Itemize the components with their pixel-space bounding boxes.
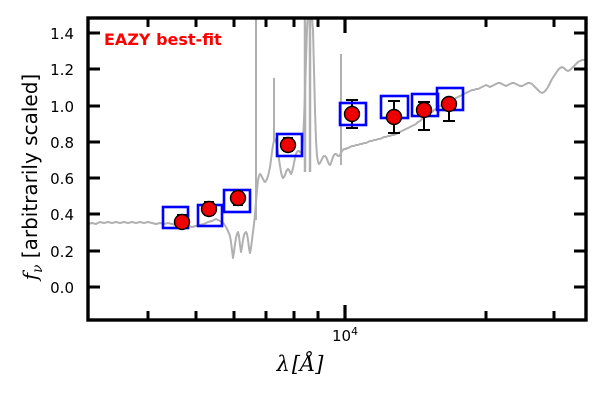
x-ticks-minor: [146, 311, 556, 320]
spectrum-line: [88, 18, 586, 259]
data-point: [229, 189, 247, 207]
data-point: [173, 213, 191, 231]
model-box: [338, 101, 368, 127]
y-axis-label-nu: ν: [30, 264, 46, 273]
y-axis-label-rest: [arbitrarily scaled]: [18, 73, 42, 265]
axis-frame: [86, 16, 588, 322]
x-ticks-minor-top: [146, 18, 556, 33]
model-box: [275, 132, 304, 158]
y-tick-label: 1.2: [50, 61, 74, 79]
annotation-eazy-best-fit: EAZY best-fit: [104, 30, 222, 49]
y-tick-label: 0.2: [50, 243, 74, 261]
y-axis-label-f: f: [18, 272, 42, 281]
data-point: [440, 95, 458, 113]
data-point: [343, 105, 361, 123]
x-axis-label: λ [Å]: [0, 352, 600, 376]
y-ticks-right: [574, 31, 586, 289]
data-point: [415, 101, 433, 119]
y-tick-label: 0.8: [50, 134, 74, 152]
data-point: [279, 136, 297, 154]
plot-background: [88, 18, 586, 320]
y-tick-label: 1.0: [50, 98, 74, 116]
x-axis-label-lambda: λ: [276, 352, 290, 376]
x-axis-label-unit: [Å]: [291, 352, 324, 376]
x-tick-label-1e4: 104: [332, 325, 358, 345]
y-tick-label: 0.0: [50, 279, 74, 297]
y-tick-label: 0.6: [50, 170, 74, 188]
y-tick-label: 1.4: [50, 25, 74, 43]
data-point: [200, 200, 218, 218]
data-point: [385, 108, 403, 126]
y-axis-label: fν [arbitrarily scaled]: [18, 27, 46, 327]
observed-points-group: [173, 95, 458, 231]
y-ticks: [88, 31, 100, 289]
y-tick-label: 0.4: [50, 206, 74, 224]
